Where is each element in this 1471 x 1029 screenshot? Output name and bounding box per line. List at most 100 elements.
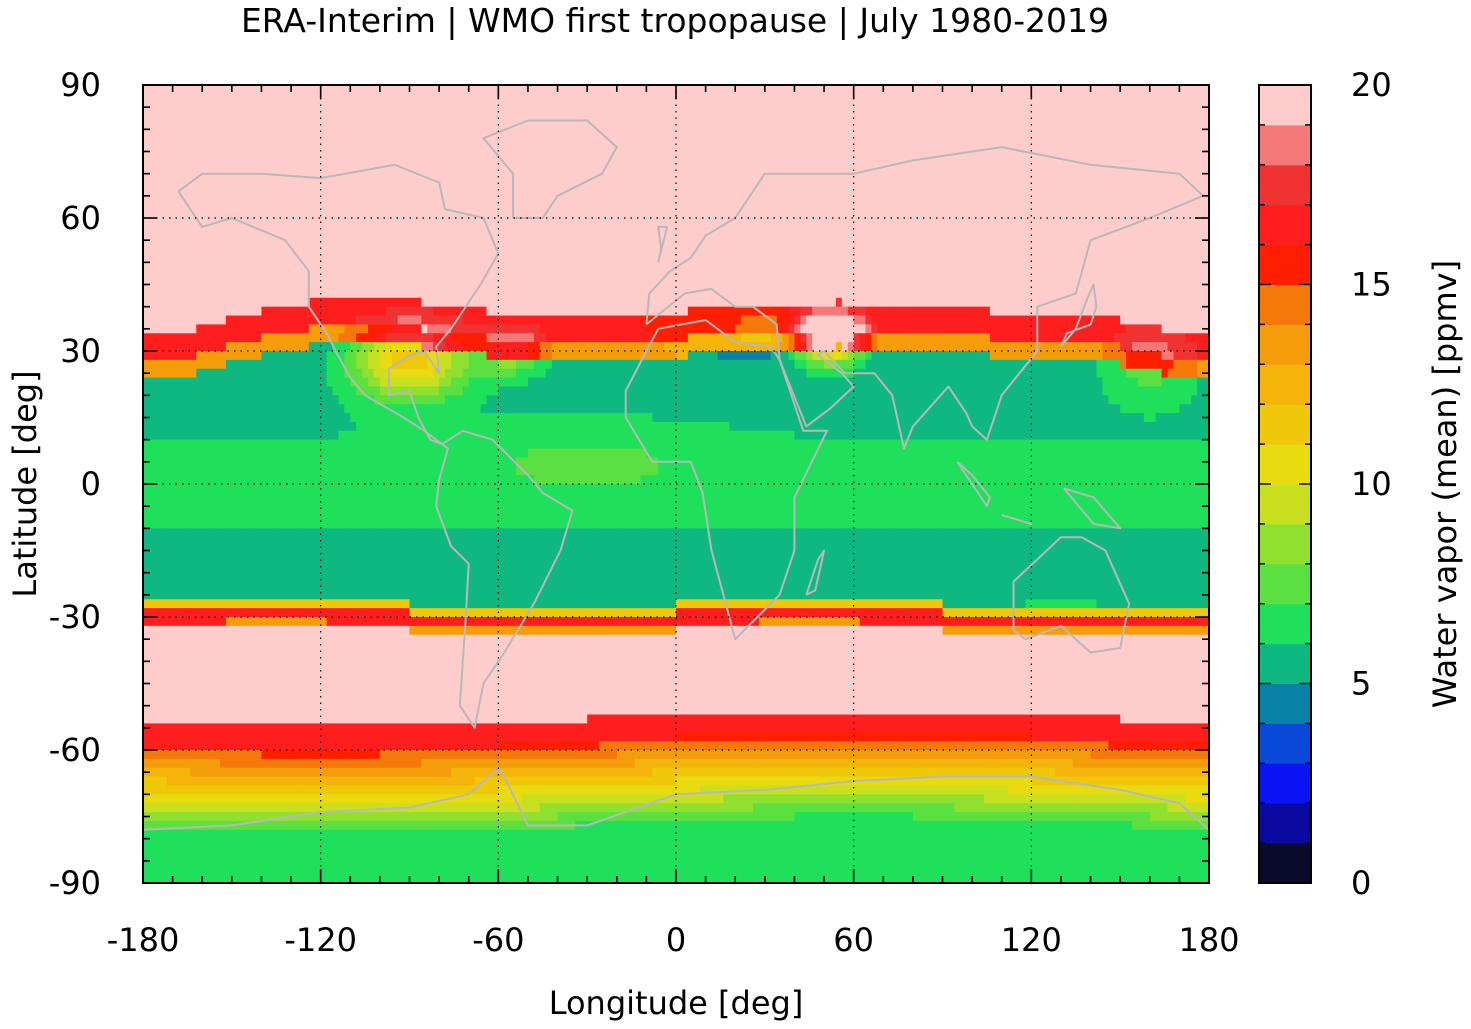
field-cell	[291, 280, 298, 290]
field-cell	[1037, 191, 1044, 201]
field-cell	[219, 271, 227, 281]
field-cell	[421, 324, 428, 334]
field-cell	[522, 93, 529, 104]
field-cell	[936, 288, 944, 299]
field-cell	[593, 244, 600, 255]
field-cell	[243, 129, 251, 139]
field-cell	[1155, 200, 1163, 210]
field-cell	[1031, 129, 1038, 139]
field-cell	[634, 235, 642, 246]
field-cell	[1179, 147, 1186, 157]
field-cell	[480, 138, 488, 148]
field-cell	[859, 235, 867, 246]
field-cell	[581, 93, 588, 104]
field-cell	[208, 218, 215, 228]
field-cell	[338, 262, 345, 272]
field-cell	[587, 297, 594, 308]
field-cell	[942, 253, 950, 263]
field-cell	[1019, 111, 1027, 122]
field-cell	[966, 85, 973, 95]
field-cell	[421, 226, 428, 237]
field-cell	[445, 164, 452, 175]
field-cell	[178, 120, 186, 130]
field-cell	[154, 315, 162, 325]
field-cell	[160, 191, 168, 201]
field-cell	[699, 120, 707, 130]
field-cell	[1197, 120, 1204, 130]
field-cell	[1043, 111, 1050, 122]
field-cell	[948, 235, 955, 246]
field-cell	[717, 253, 724, 263]
field-cell	[1072, 218, 1080, 228]
field-cell	[551, 315, 559, 325]
field-cell	[966, 297, 973, 308]
field-cell	[356, 253, 363, 263]
field-cell	[445, 218, 452, 228]
field-cell	[883, 182, 890, 192]
field-cell	[1203, 262, 1209, 272]
field-cell	[723, 120, 730, 130]
field-cell	[1007, 173, 1015, 184]
field-cell	[409, 306, 417, 317]
field-cell	[291, 129, 298, 139]
field-cell	[930, 182, 938, 192]
field-cell	[243, 306, 251, 317]
field-cell	[741, 226, 748, 237]
field-cell	[314, 93, 322, 104]
field-cell	[332, 93, 340, 104]
field-cell	[1084, 147, 1092, 157]
field-cell	[273, 147, 280, 157]
field-cell	[1049, 288, 1056, 299]
field-cell	[379, 235, 387, 246]
field-cell	[433, 155, 440, 166]
field-cell	[652, 297, 659, 308]
field-cell	[912, 297, 920, 308]
field-cell	[664, 253, 671, 263]
field-cell	[575, 226, 582, 237]
field-cell	[1037, 244, 1044, 255]
field-cell	[1173, 93, 1180, 104]
field-cell	[362, 244, 369, 255]
field-cell	[373, 120, 381, 130]
field-cell	[1066, 253, 1074, 263]
field-cell	[581, 102, 588, 113]
field-cell	[800, 85, 807, 95]
field-cell	[604, 120, 612, 130]
field-cell	[1126, 235, 1133, 246]
field-cell	[450, 85, 458, 95]
field-cell	[219, 209, 227, 219]
field-cell	[1031, 262, 1038, 272]
field-cell	[296, 271, 304, 281]
field-cell	[1013, 200, 1021, 210]
field-cell	[747, 129, 754, 139]
field-cell	[812, 200, 819, 210]
field-cell	[219, 315, 227, 325]
field-cell	[462, 191, 470, 201]
field-cell	[966, 306, 973, 317]
field-cell	[1120, 297, 1127, 308]
field-cell	[752, 102, 760, 113]
field-cell	[883, 200, 890, 210]
field-cell	[960, 235, 967, 246]
field-cell	[261, 164, 268, 175]
field-cell	[391, 85, 399, 95]
field-cell	[972, 155, 979, 166]
field-cell	[202, 129, 209, 139]
field-cell	[214, 173, 221, 184]
field-cell	[539, 85, 547, 95]
field-cell	[551, 173, 559, 184]
field-cell	[1191, 147, 1198, 157]
field-cell	[1179, 164, 1186, 175]
field-cell	[752, 226, 760, 237]
field-cell	[717, 200, 724, 210]
field-cell	[456, 138, 464, 148]
field-cell	[776, 288, 784, 299]
field-cell	[978, 182, 985, 192]
field-cell	[587, 306, 594, 317]
field-cell	[1114, 93, 1121, 104]
field-cell	[214, 85, 221, 95]
field-cell	[362, 262, 369, 272]
field-cell	[291, 306, 298, 317]
field-cell	[397, 129, 405, 139]
field-cell	[391, 244, 399, 255]
